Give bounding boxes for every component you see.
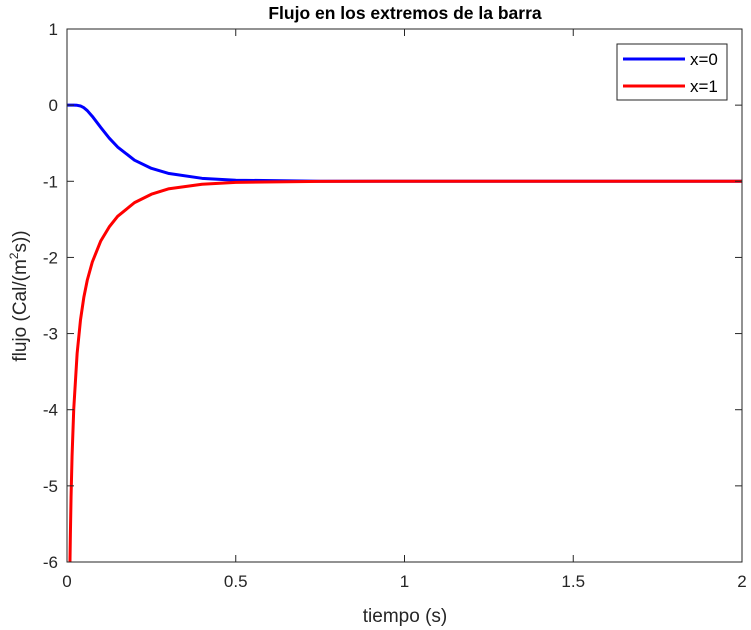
y-tick-label: -6	[43, 553, 58, 572]
series-line-x0	[67, 103, 742, 183]
x-axis-label: tiempo (s)	[363, 606, 447, 627]
y-tick-label: -4	[43, 401, 58, 420]
y-tick-label: 1	[49, 20, 58, 39]
y-tick-label: 0	[49, 96, 58, 115]
x-tick-label: 1.5	[561, 572, 585, 591]
legend-label-x1: x=1	[690, 77, 718, 96]
legend-box	[616, 43, 728, 101]
plot-area	[67, 103, 742, 563]
series-line-x1	[68, 179, 742, 563]
axes-box	[66, 28, 743, 563]
legend-label-x0: x=0	[690, 50, 718, 69]
y-tick-label: -5	[43, 477, 58, 496]
x-tick-label: 0	[62, 572, 71, 591]
y-tick-label: -2	[43, 248, 58, 267]
x-tick-label: 0.5	[224, 572, 248, 591]
y-axis-label: flujo (Cal/(m2s))	[7, 230, 31, 361]
x-tick-label: 1	[400, 572, 409, 591]
legend: x=0 x=1	[616, 43, 728, 101]
x-tick-label: 2	[737, 572, 746, 591]
y-tick-label: -3	[43, 325, 58, 344]
y-tick-label: -1	[43, 172, 58, 191]
chart-title: Flujo en los extremos de la barra	[268, 3, 542, 23]
axes: 0 0.5 1 1.5 2 1 0 -1 -2 -3 -4 -5 -6	[43, 20, 747, 591]
